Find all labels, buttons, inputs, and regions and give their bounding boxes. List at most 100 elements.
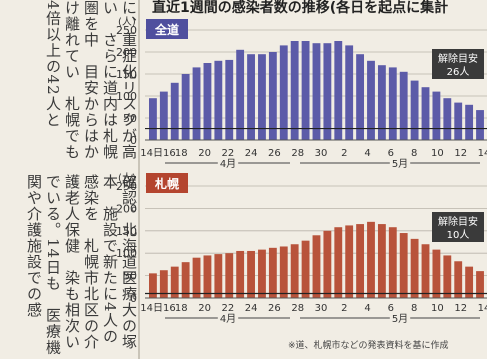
top-callout-value: 26人 xyxy=(447,66,470,78)
top-bar xyxy=(225,59,234,140)
bottom-bar xyxy=(432,249,441,298)
top-xtick-label: 6 xyxy=(388,148,394,159)
bottom-bar xyxy=(301,240,310,298)
top-ytick-label: 250 xyxy=(116,24,137,37)
column-divider xyxy=(138,0,140,359)
bottom-bar xyxy=(279,246,288,298)
top-bar xyxy=(203,63,212,140)
bottom-ytick-label: 150 xyxy=(116,225,137,238)
month-label-backdrop xyxy=(389,313,411,325)
top-bar xyxy=(443,98,452,140)
bottom-bar xyxy=(290,244,299,298)
bottom-bar xyxy=(399,233,408,298)
top-bar xyxy=(149,98,157,140)
top-xtick-label: 8 xyxy=(411,148,417,159)
top-bar xyxy=(421,87,430,140)
article-text-top: に、重症化リスクが高い さらに道内は札幌圏を中 目安からはかけ離れてい 札幌でも… xyxy=(44,0,138,160)
bottom-bar xyxy=(356,224,365,298)
top-bar xyxy=(334,41,343,140)
bottom-ytick-label: 100 xyxy=(116,247,137,260)
bottom-unit-label: (人) xyxy=(118,172,136,184)
top-month-label: 4月 xyxy=(220,158,236,170)
chart-title: 直近1週間の感染者数の推移(各日を起点に集計 xyxy=(152,0,449,16)
bottom-bar xyxy=(476,271,484,298)
top-bar xyxy=(301,41,310,140)
top-ytick-label: 0 xyxy=(130,134,137,147)
top-bar xyxy=(356,54,365,141)
bottom-bar xyxy=(170,266,179,298)
bottom-bar xyxy=(367,221,375,298)
month-label-backdrop xyxy=(217,313,239,325)
top-xtick-label: 10 xyxy=(431,148,444,159)
bottom-bar xyxy=(247,250,255,298)
top-xtick-label: 28 xyxy=(291,148,304,159)
top-bar xyxy=(159,91,168,140)
bottom-xtick-label: 12 xyxy=(454,303,467,314)
top-bar xyxy=(345,45,354,140)
bottom-callout-value: 10人 xyxy=(447,229,470,241)
top-bar xyxy=(170,82,179,140)
bottom-bar xyxy=(159,270,168,298)
bottom-xtick-label: 28 xyxy=(291,303,304,314)
bottom-bar xyxy=(203,255,212,298)
top-bar xyxy=(454,102,463,140)
top-bar xyxy=(323,43,332,141)
bottom-ytick-label: 200 xyxy=(116,202,137,215)
bottom-bar xyxy=(465,266,474,298)
bottom-bar xyxy=(236,250,245,298)
top-bar xyxy=(279,45,288,140)
top-bar xyxy=(181,74,190,140)
bottom-month-label: 4月 xyxy=(220,313,236,325)
bottom-bar xyxy=(388,227,397,298)
top-xtick-label: 14日16 xyxy=(140,148,175,159)
bottom-xtick-label: 26 xyxy=(268,303,281,314)
bottom-bar xyxy=(334,227,343,298)
bottom-bar xyxy=(421,244,430,298)
month-label-backdrop xyxy=(389,158,411,170)
bottom-xtick-label: 14日16 xyxy=(140,303,175,314)
top-xtick-label: 22 xyxy=(221,148,234,159)
bottom-bar xyxy=(214,254,223,298)
bottom-panel-label: 札幌 xyxy=(154,176,179,191)
bottom-xtick-label: 8 xyxy=(411,303,417,314)
bottom-bar xyxy=(181,262,190,298)
month-label-backdrop xyxy=(217,158,239,170)
top-xtick-label: 30 xyxy=(315,148,328,159)
article-text-bottom: 確認。北海道医療大の塚本 施設で新たに4人の感染を 札幌市北区の介護老人保健 染… xyxy=(25,174,138,356)
top-bar xyxy=(410,80,419,140)
top-xtick-label: 2 xyxy=(341,148,347,159)
bottom-xtick-label: 4 xyxy=(364,303,370,314)
bottom-ytick-label: 250 xyxy=(116,180,137,193)
bottom-callout-label: 解除目安 xyxy=(438,215,478,228)
bottom-bar xyxy=(454,261,463,298)
top-bar xyxy=(432,91,441,140)
top-xtick-label: 26 xyxy=(268,148,281,159)
bottom-xtick-label: 24 xyxy=(245,303,258,314)
footnote: ※道、札幌市などの発表資料を基に作成 xyxy=(288,341,449,351)
top-ytick-label: 200 xyxy=(116,46,137,59)
top-bar xyxy=(465,104,474,140)
top-xtick-label: 12 xyxy=(454,148,467,159)
top-bar xyxy=(290,41,299,140)
top-callout-label: 解除目安 xyxy=(438,52,478,65)
top-xtick-label: 24 xyxy=(245,148,258,159)
bottom-callout-bg xyxy=(432,212,484,242)
bottom-xtick-label: 14 xyxy=(478,303,487,314)
bottom-ytick-label: 50 xyxy=(123,270,137,283)
top-bar xyxy=(388,67,397,140)
top-ytick-label: 150 xyxy=(116,68,137,81)
top-xtick-label: 18 xyxy=(175,148,188,159)
top-bar xyxy=(312,43,321,141)
bottom-ytick-label: 0 xyxy=(130,292,137,305)
top-bar xyxy=(268,52,277,140)
top-bar xyxy=(236,49,245,140)
top-bar xyxy=(247,54,255,141)
bottom-xtick-label: 30 xyxy=(315,303,328,314)
bottom-xtick-label: 22 xyxy=(221,303,234,314)
article-column: に、重症化リスクが高い さらに道内は札幌圏を中 目安からはかけ離れてい 札幌でも… xyxy=(0,0,138,359)
top-xtick-label: 14 xyxy=(478,148,487,159)
bottom-bar xyxy=(225,253,234,298)
top-ytick-label: 100 xyxy=(116,90,137,103)
top-callout-bg xyxy=(432,49,484,79)
top-bar xyxy=(377,65,386,140)
